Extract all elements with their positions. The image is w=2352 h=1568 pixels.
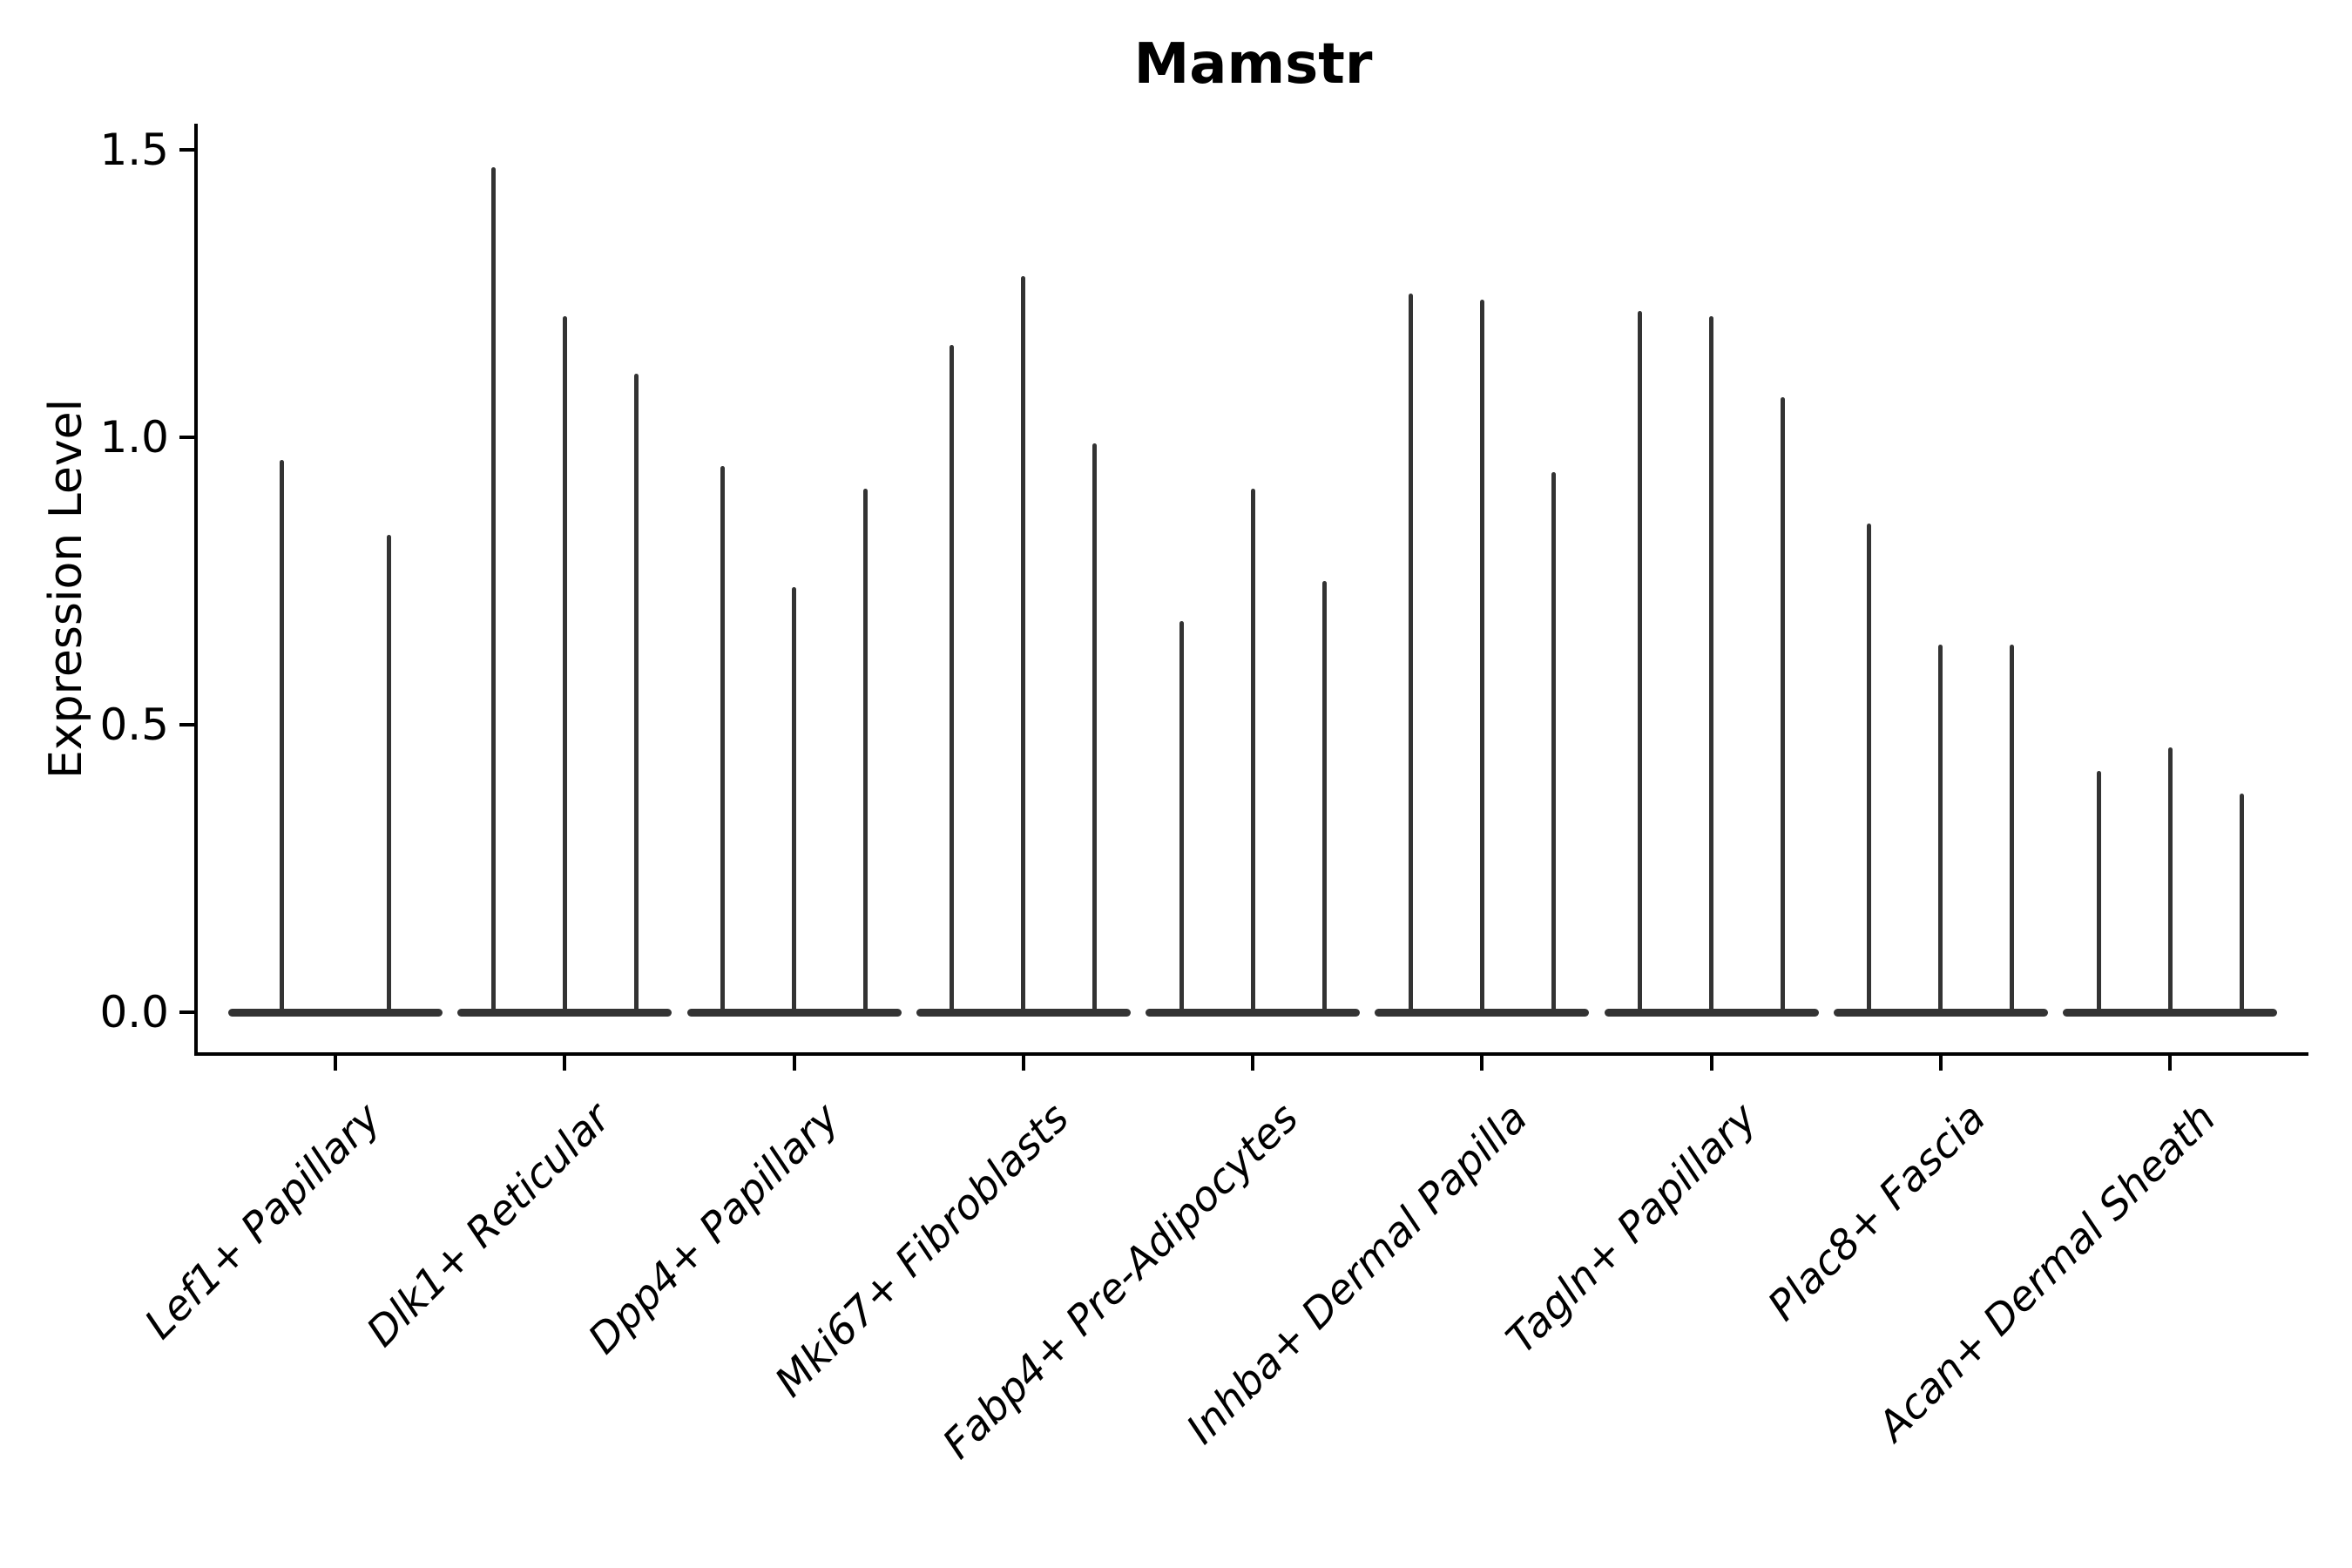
violin-base <box>228 1008 443 1017</box>
x-tick-mark <box>1480 1056 1484 1071</box>
violin-spike <box>562 316 567 1012</box>
y-tick-label: 1.0 <box>99 412 169 463</box>
violin-spike <box>1867 524 1872 1012</box>
violin-spike <box>1938 644 1943 1012</box>
x-tick-label: Lef1+ Papillary <box>135 1094 390 1349</box>
y-tick-label: 1.5 <box>99 125 169 175</box>
violin-base <box>2063 1008 2277 1017</box>
violin-spike <box>1321 581 1327 1012</box>
violin-spike <box>1408 294 1413 1012</box>
violin-spike <box>720 466 725 1012</box>
violin-base <box>457 1008 672 1017</box>
violin-base <box>686 1008 902 1017</box>
y-tick-mark <box>179 148 194 152</box>
chart-title: Mamstr <box>1133 32 1373 97</box>
violin-spike <box>490 166 496 1012</box>
y-axis-spine <box>194 124 198 1056</box>
violin-spike <box>2167 747 2173 1012</box>
violin-base <box>916 1008 1131 1017</box>
x-tick-label: Plac8+ Fascia <box>1759 1094 1996 1331</box>
violin-spike <box>1479 299 1484 1012</box>
violin-spike <box>280 460 284 1012</box>
x-tick-mark <box>1709 1056 1713 1071</box>
y-tick-mark <box>179 723 194 727</box>
violin-spike <box>792 586 796 1012</box>
x-tick-mark <box>334 1056 337 1071</box>
violin-base <box>1833 1008 2048 1017</box>
violin-base <box>1146 1008 1360 1017</box>
y-tick-label: 0.0 <box>99 987 169 1037</box>
violin-spike <box>387 535 391 1012</box>
x-tick-mark <box>1021 1056 1025 1071</box>
y-tick-mark <box>179 436 194 439</box>
violin-spike <box>863 489 868 1012</box>
violin-spike <box>1551 471 1556 1012</box>
x-tick-label: Tagln+ Papillary <box>1497 1094 1767 1363</box>
violin-spike <box>1021 276 1026 1012</box>
x-tick-label: Dlk1+ Reticular <box>357 1094 620 1356</box>
violin-spike <box>633 374 639 1012</box>
x-tick-label: Dpp4+ Papillary <box>579 1094 849 1364</box>
x-tick-mark <box>1938 1056 1943 1071</box>
violin-spike <box>1092 443 1098 1012</box>
violin-base <box>1604 1008 1819 1017</box>
violin-spike <box>1638 310 1642 1012</box>
violin-base <box>1375 1008 1590 1017</box>
violin-spike <box>2010 644 2015 1012</box>
violin-spike <box>1781 396 1785 1012</box>
x-tick-mark <box>2168 1056 2172 1071</box>
y-tick-mark <box>179 1010 194 1014</box>
x-axis-spine <box>194 1052 2308 1056</box>
violin-spike <box>2096 770 2101 1012</box>
x-tick-mark <box>563 1056 567 1071</box>
violin-spike <box>1179 621 1184 1012</box>
violin-spike <box>1250 489 1255 1012</box>
violin-spike <box>950 345 955 1012</box>
violin-spike <box>2239 794 2244 1012</box>
violin-spike <box>1709 316 1713 1012</box>
x-tick-mark <box>792 1056 796 1071</box>
x-tick-mark <box>1251 1056 1254 1071</box>
y-tick-label: 0.5 <box>99 700 169 750</box>
